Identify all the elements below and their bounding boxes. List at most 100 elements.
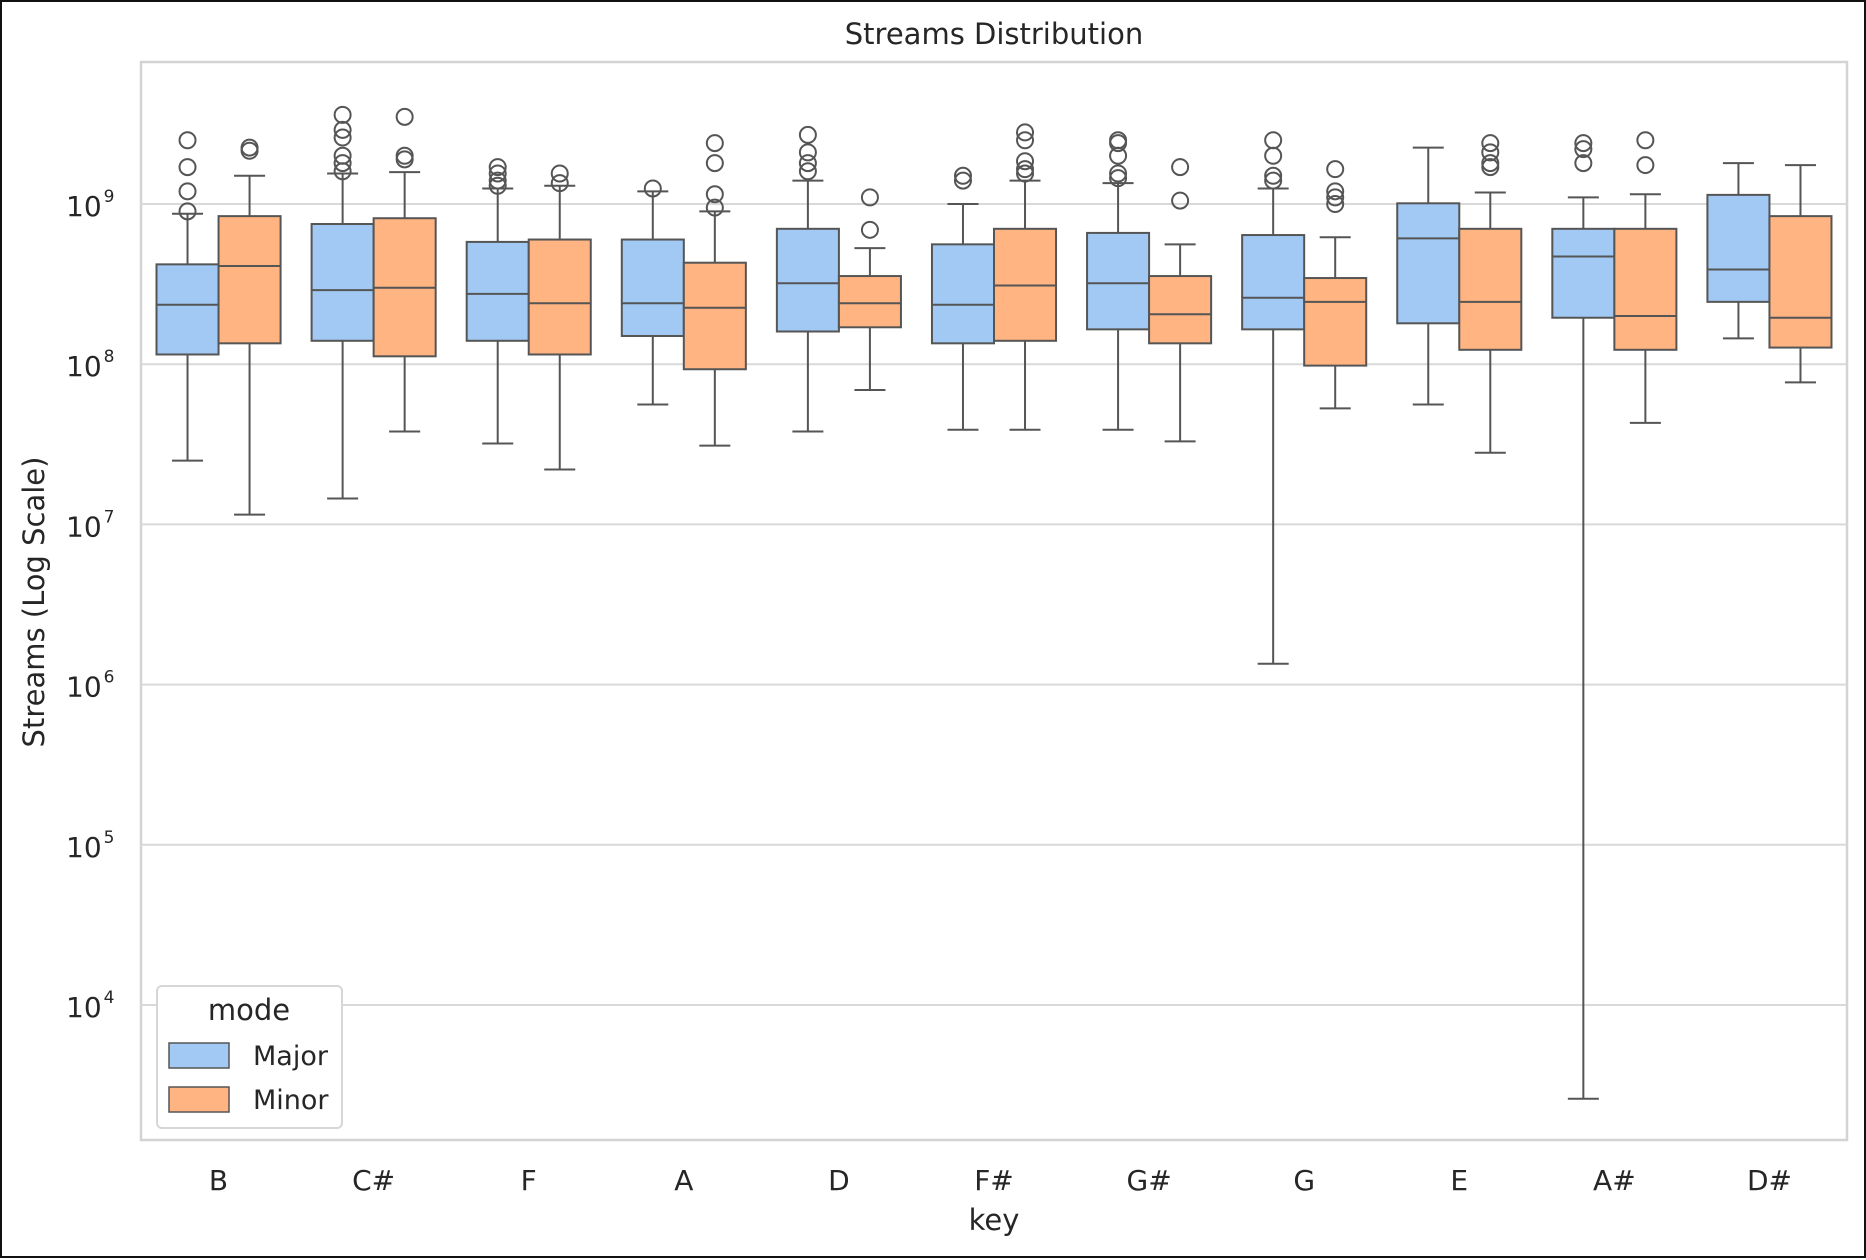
- outlier-point: [488, 158, 507, 177]
- box-minor: [1148, 158, 1213, 443]
- y-axis-label: Streams (Log Scale): [17, 457, 51, 748]
- box-body: [310, 223, 375, 342]
- outlier-point: [1636, 131, 1655, 150]
- outlier-point: [333, 154, 352, 173]
- box-minor: [837, 188, 902, 392]
- boxes: [155, 105, 1833, 1100]
- box-minor: [993, 123, 1058, 431]
- box-body: [1458, 227, 1523, 351]
- outlier-point: [1171, 158, 1190, 177]
- outlier-point: [1016, 164, 1035, 183]
- outlier-point: [1574, 140, 1593, 159]
- legend-label-minor: Minor: [253, 1085, 329, 1116]
- outlier-point: [860, 220, 879, 239]
- box-minor: [217, 138, 282, 516]
- box-major: [775, 125, 840, 433]
- box-body: [1396, 202, 1461, 325]
- legend-label-major: Major: [253, 1041, 329, 1072]
- x-tick-label: E: [1450, 1164, 1468, 1197]
- box-major: [155, 131, 220, 462]
- box-body: [682, 261, 747, 371]
- x-axis-ticks: B C# F A D F# G# G E A# D#: [209, 1164, 1792, 1197]
- outlier-point: [798, 162, 817, 181]
- outlier-point: [178, 182, 197, 201]
- outlier-point: [488, 171, 507, 190]
- box-body: [930, 243, 995, 345]
- x-tick-label: D#: [1747, 1164, 1792, 1197]
- box-body: [1551, 227, 1616, 319]
- outlier-point: [705, 185, 724, 204]
- box-body: [620, 238, 685, 337]
- x-tick-label: A: [674, 1164, 693, 1197]
- outlier-point: [1264, 131, 1283, 150]
- outlier-point: [798, 143, 817, 162]
- y-tick-label: 10 8: [66, 347, 114, 383]
- outlier-point: [488, 176, 507, 195]
- outlier-point: [798, 125, 817, 144]
- legend: mode Major Minor: [156, 985, 343, 1129]
- outlier-point: [1326, 195, 1345, 213]
- outlier-point: [953, 171, 972, 190]
- x-tick-label: D: [828, 1164, 850, 1197]
- outlier-point: [178, 202, 197, 221]
- outlier-point: [1326, 188, 1345, 207]
- y-tick-label: 10 4: [66, 988, 114, 1024]
- box-minor: [1303, 160, 1368, 410]
- legend-title: mode: [208, 993, 290, 1027]
- box-body: [1613, 227, 1678, 351]
- x-tick-label: G#: [1127, 1164, 1172, 1197]
- box-body: [217, 215, 282, 345]
- outlier-point: [705, 154, 724, 173]
- y-tick-label: 10 7: [66, 507, 114, 543]
- chart-title: Streams Distribution: [845, 17, 1143, 51]
- legend-swatch-major: [168, 1042, 230, 1069]
- box-body: [1303, 277, 1368, 367]
- box-minor: [527, 164, 592, 471]
- outlier-point: [860, 188, 879, 207]
- grid-lines: [141, 203, 1847, 1006]
- outlier-point: [1481, 143, 1500, 162]
- box-minor: [1768, 164, 1833, 384]
- box-body: [465, 240, 530, 342]
- outlier-point: [1264, 171, 1283, 190]
- outlier-point: [1574, 134, 1593, 153]
- outlier-point: [1016, 123, 1035, 142]
- outlier-point: [178, 158, 197, 177]
- y-tick-label: 10 9: [66, 187, 114, 223]
- x-tick-label: B: [209, 1164, 228, 1197]
- box-major: [1551, 134, 1616, 1100]
- box-body: [1706, 193, 1771, 303]
- box-major: [620, 179, 685, 406]
- outlier-point: [240, 138, 259, 157]
- outlier-point: [705, 134, 724, 153]
- x-tick-label: F: [521, 1164, 537, 1197]
- box-major: [310, 105, 375, 500]
- box-body: [155, 263, 220, 356]
- outlier-point: [1109, 164, 1128, 183]
- box-body: [1148, 275, 1213, 345]
- outlier-point: [1171, 191, 1190, 210]
- outlier-point: [488, 164, 507, 183]
- outlier-point: [550, 164, 569, 183]
- box-major: [1241, 131, 1306, 665]
- outlier-point: [395, 146, 414, 165]
- box-minor: [372, 107, 437, 433]
- outlier-point: [1574, 154, 1593, 173]
- outlier-point: [1481, 154, 1500, 173]
- outlier-point: [333, 128, 352, 147]
- outlier-point: [1016, 131, 1035, 150]
- outlier-point: [705, 198, 724, 217]
- box-body: [1768, 215, 1833, 349]
- x-tick-label: F#: [974, 1164, 1014, 1197]
- box-body: [837, 275, 902, 329]
- outlier-point: [1326, 160, 1345, 179]
- box-body: [527, 238, 592, 356]
- outlier-point: [798, 154, 817, 173]
- box-major: [465, 158, 530, 445]
- box-major: [1706, 162, 1771, 340]
- box-minor: [1458, 134, 1523, 454]
- outlier-point: [550, 174, 569, 193]
- outlier-point: [1016, 160, 1035, 179]
